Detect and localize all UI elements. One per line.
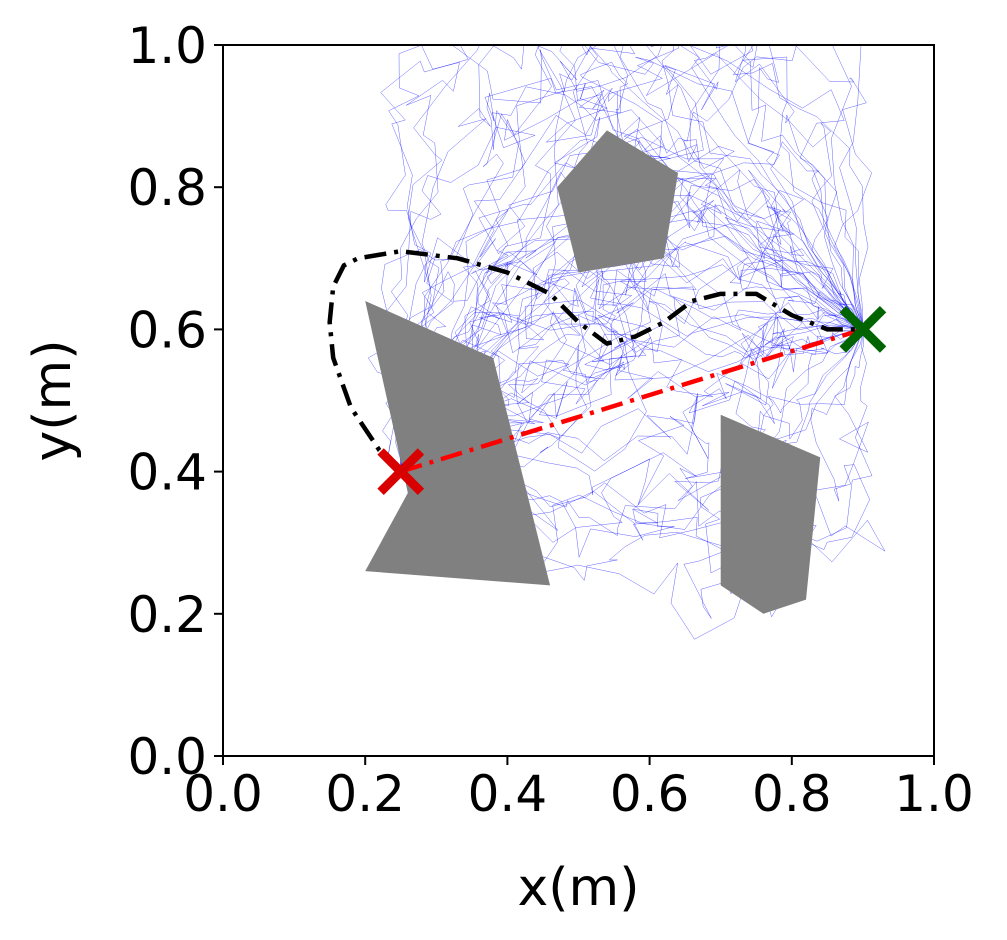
- planned-path-line: [327, 248, 863, 474]
- sampled-path: [400, 45, 864, 472]
- x-tick-label: 0.0: [183, 765, 263, 823]
- y-tick-label: 0.8: [127, 159, 207, 217]
- sampled-path: [400, 45, 864, 472]
- x-axis-label: x(m): [517, 858, 639, 918]
- axis-ticks: 0.0 0.2 0.4 0.6 0.8 1.0 0.0 0.2 0.4 0.6 0.8 1.0: [127, 17, 973, 823]
- markers: [377, 306, 887, 495]
- sampled-path: [400, 178, 864, 472]
- y-tick-label: 0.0: [127, 728, 207, 786]
- sampled-path: [400, 45, 864, 472]
- y-tick-label: 0.6: [127, 301, 207, 359]
- sampled-path: [400, 61, 864, 472]
- sampled-path: [400, 45, 864, 472]
- sampled-path: [400, 45, 869, 472]
- y-tick-label: 1.0: [127, 17, 207, 75]
- sampled-path: [400, 45, 864, 472]
- right-obstacle: [720, 414, 821, 614]
- sampled-path: [400, 45, 864, 472]
- pentagon-obstacle: [557, 130, 679, 273]
- sampled-path: [400, 316, 864, 472]
- goal-marker: [839, 306, 887, 353]
- sampled-path: [400, 45, 864, 472]
- x-tick-label: 0.6: [610, 765, 690, 823]
- plot-frame: [222, 44, 935, 757]
- sampled-path: [400, 45, 864, 472]
- y-tick-label: 0.2: [127, 586, 207, 644]
- sampled-path: [382, 86, 864, 472]
- sampled-path: [400, 45, 864, 472]
- obstacles: [365, 130, 821, 614]
- y-axis-label: y(m): [23, 339, 83, 461]
- left-obstacle: [365, 300, 551, 586]
- straight-path-line: [400, 327, 864, 474]
- sampled-path: [400, 211, 864, 472]
- sampled-path: [400, 329, 886, 575]
- series-lines: [327, 248, 864, 474]
- sampled-path: [400, 45, 864, 472]
- x-tick-label: 1.0: [894, 765, 974, 823]
- x-tick-label: 0.2: [325, 765, 405, 823]
- start-marker: [377, 448, 425, 495]
- sampled-path: [400, 45, 864, 472]
- sampled-path: [400, 117, 864, 472]
- x-tick-label: 0.4: [468, 765, 548, 823]
- x-tick-label: 0.8: [752, 765, 832, 823]
- sampled-path: [400, 53, 864, 472]
- sampled-path: [380, 45, 864, 472]
- sampled-path: [400, 45, 872, 472]
- y-tick-label: 0.4: [127, 444, 207, 502]
- sampled-path: [390, 45, 864, 472]
